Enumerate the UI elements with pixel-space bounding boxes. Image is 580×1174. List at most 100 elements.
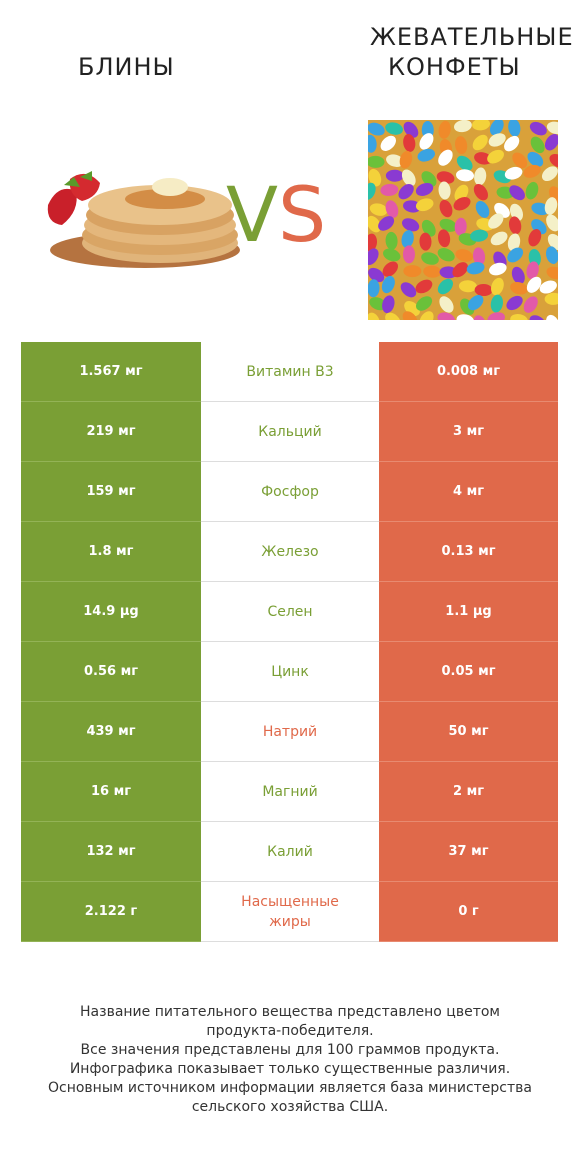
nutrient-label: Витамин B3 [201, 342, 379, 402]
left-value: 14.9 µg [21, 582, 201, 642]
jelly-bean [474, 152, 492, 165]
table-row: 159 мг Фосфор 4 мг [21, 462, 558, 522]
jelly-bean [385, 200, 399, 218]
jelly-bean [401, 230, 414, 248]
jelly-bean [402, 218, 420, 232]
jelly-bean [490, 294, 503, 313]
jelly-bean [473, 315, 487, 320]
jelly-bean [402, 245, 415, 264]
jelly-bean [527, 151, 544, 167]
jelly-bean [511, 266, 525, 285]
right-food-title-line2: КОНФЕТЫ [388, 53, 521, 81]
jelly-bean [403, 134, 416, 152]
jelly-bean [382, 295, 395, 314]
jelly-bean [417, 148, 435, 162]
jelly-bean [470, 229, 489, 242]
jelly-bean [529, 121, 547, 136]
right-food-title-line1: ЖЕВАТЕЛЬНЫЕ [370, 23, 574, 51]
jelly-bean [510, 314, 529, 320]
right-value: 50 мг [379, 702, 558, 762]
jelly-beans-image [368, 120, 558, 320]
jelly-bean [529, 315, 546, 320]
jelly-bean [437, 312, 455, 320]
table-row: 0.56 мг Цинк 0.05 мг [21, 642, 558, 702]
jelly-bean [419, 232, 432, 251]
vs-s-letter: S [278, 170, 327, 259]
jelly-bean [439, 199, 453, 218]
jelly-bean [504, 166, 523, 180]
jelly-bean [398, 184, 414, 200]
jelly-bean [385, 312, 401, 320]
jelly-bean [455, 249, 473, 262]
jelly-bean [438, 149, 453, 166]
nutrient-label: Натрий [201, 702, 379, 762]
jelly-bean [368, 233, 378, 252]
jelly-bean [504, 135, 520, 152]
jelly-bean [419, 133, 434, 150]
nutrient-label: Кальций [201, 402, 379, 462]
right-value: 37 мг [379, 822, 558, 882]
table-row: 439 мг Натрий 50 мг [21, 702, 558, 762]
jelly-bean [454, 120, 472, 133]
footer-note: Название питательного вещества представл… [20, 1003, 560, 1117]
jelly-bean [378, 216, 395, 231]
left-value: 132 мг [21, 822, 201, 882]
nutrient-label: Фосфор [201, 462, 379, 522]
jelly-bean [510, 281, 528, 295]
jelly-bean [547, 233, 558, 250]
jelly-bean [381, 275, 395, 294]
nutrient-label: Цинк [201, 642, 379, 702]
jelly-bean [421, 219, 436, 237]
table-row: 1.8 мг Железо 0.13 мг [21, 522, 558, 582]
jelly-bean [487, 312, 505, 320]
jelly-bean [458, 280, 477, 293]
jelly-bean [490, 231, 508, 246]
right-value: 0 г [379, 882, 558, 942]
footer-line-6: сельского хозяйства США. [191, 1099, 389, 1115]
vs-v-letter: V [226, 170, 278, 259]
jelly-bean [455, 136, 468, 155]
jelly-bean [544, 197, 558, 215]
left-value: 439 мг [21, 702, 201, 762]
table-row: 14.9 µg Селен 1.1 µg [21, 582, 558, 642]
jelly-bean [539, 280, 557, 294]
jelly-bean [489, 120, 504, 136]
jelly-bean [509, 185, 525, 201]
jelly-bean [416, 296, 433, 311]
left-food-title: БЛИНЫ [78, 53, 175, 81]
jelly-bean [491, 277, 504, 296]
jelly-bean [421, 171, 437, 187]
jelly-bean [415, 182, 434, 196]
jelly-bean [399, 150, 413, 169]
jelly-bean [453, 197, 471, 211]
jelly-bean [523, 164, 541, 178]
jelly-bean [475, 200, 490, 218]
jelly-bean [368, 182, 376, 200]
jelly-bean [456, 314, 475, 320]
left-value: 219 мг [21, 402, 201, 462]
jelly-bean [437, 278, 454, 295]
jelly-bean [528, 228, 542, 247]
jelly-bean [368, 134, 377, 153]
nutrient-label: Насыщенные жиры [201, 882, 379, 942]
left-value: 1.567 мг [21, 342, 201, 402]
jelly-bean [549, 153, 558, 168]
jelly-bean [472, 247, 486, 266]
jelly-bean [472, 120, 490, 131]
right-value: 4 мг [379, 462, 558, 522]
jelly-bean [368, 312, 380, 320]
jelly-bean [385, 169, 404, 182]
jelly-bean [456, 169, 474, 182]
jelly-bean [466, 262, 485, 275]
jelly-bean [546, 121, 558, 135]
jelly-bean [487, 149, 504, 164]
jelly-bean [488, 213, 504, 229]
jelly-bean [403, 200, 421, 213]
table-row: 132 мг Калий 37 мг [21, 822, 558, 882]
jelly-bean [369, 203, 388, 216]
jelly-bean [544, 134, 558, 151]
jelly-bean [439, 296, 454, 313]
jelly-bean [472, 134, 488, 151]
footer-line-2: продукта-победителя. [206, 1023, 374, 1039]
nutrient-label: Калий [201, 822, 379, 882]
